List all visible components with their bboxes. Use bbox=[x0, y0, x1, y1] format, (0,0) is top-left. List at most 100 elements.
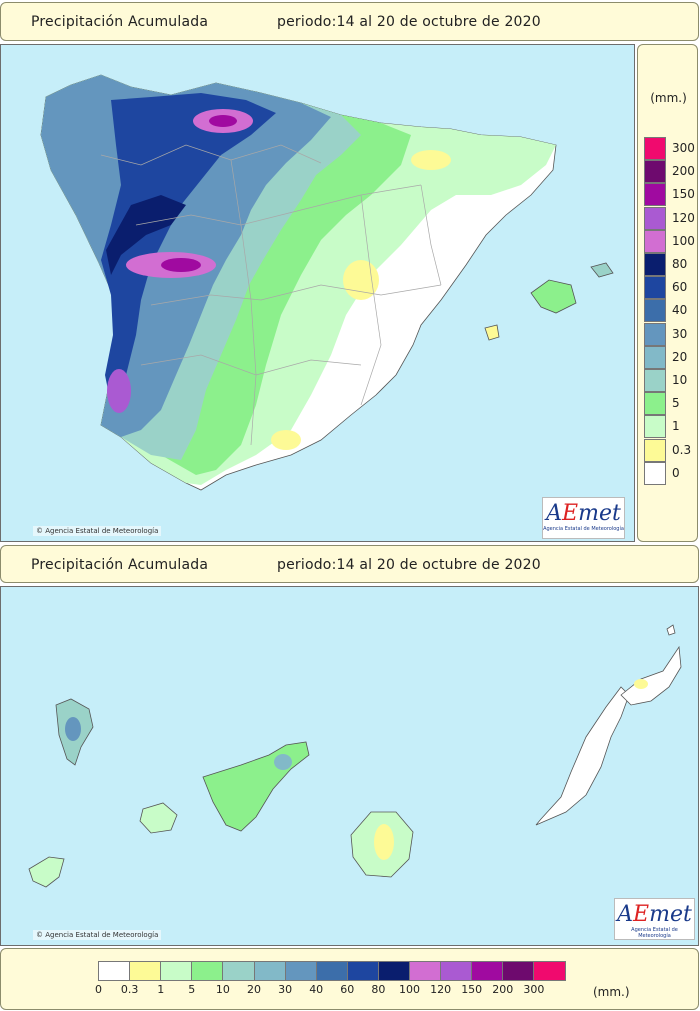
top-header-bar: Precipitación Acumulada periodo:14 al 20… bbox=[0, 2, 699, 41]
horizontal-legend-label-200: 200 bbox=[492, 983, 514, 996]
vertical-legend-label-30: 30 bbox=[672, 326, 688, 341]
horizontal-legend-label-1: 1 bbox=[157, 983, 165, 996]
horizontal-legend-label-150: 150 bbox=[461, 983, 483, 996]
top-map-title: Precipitación Acumulada bbox=[31, 14, 209, 30]
fuerteventura-island bbox=[535, 686, 630, 826]
horizontal-legend-label-80: 80 bbox=[371, 983, 386, 996]
copyright-symbol: © bbox=[36, 527, 43, 535]
horizontal-legend-label-20: 20 bbox=[247, 983, 261, 996]
vertical-legend-swatch-120 bbox=[644, 206, 666, 230]
tenerife-max-zone bbox=[274, 754, 292, 770]
la-palma-max-zone bbox=[65, 717, 81, 741]
precip-zone-0-3mm-3 bbox=[271, 430, 301, 450]
copyright-text-top: Agencia Estatal de Meteorología bbox=[45, 527, 159, 535]
vertical-legend-label-0.3: 0.3 bbox=[672, 442, 692, 457]
horizontal-legend-swatch-0.3 bbox=[129, 961, 163, 981]
vertical-legend-label-200: 200 bbox=[672, 164, 695, 179]
gran-canaria-dry-zone bbox=[374, 824, 394, 860]
tenerife-island bbox=[202, 741, 310, 832]
horizontal-legend-swatch-0 bbox=[98, 961, 131, 981]
el-hierro-island bbox=[28, 856, 65, 888]
vertical-legend-swatch-150 bbox=[644, 183, 666, 207]
horizontal-legend-swatch-60 bbox=[346, 961, 380, 981]
vertical-legend-label-300: 300 bbox=[672, 141, 695, 155]
copyright-notice-top: © Agencia Estatal de Meteorología bbox=[33, 526, 162, 536]
ibiza-island bbox=[484, 324, 500, 341]
horizontal-legend-label-30: 30 bbox=[278, 983, 293, 996]
mallorca-island bbox=[530, 279, 577, 314]
aemet-wordmark-top: AEmet bbox=[546, 501, 621, 526]
horizontal-legend-label-0: 0 bbox=[95, 983, 102, 996]
horizontal-legend-label-5: 5 bbox=[188, 983, 196, 996]
top-map-period: periodo:14 al 20 de octubre de 2020 bbox=[277, 14, 541, 30]
precip-max-central-core bbox=[161, 258, 201, 272]
peninsula-map: © Agencia Estatal de Meteorología AEmet … bbox=[0, 44, 635, 542]
vertical-legend-swatch-0 bbox=[644, 461, 666, 485]
horizontal-legend-swatch-30 bbox=[284, 961, 318, 981]
aemet-logo-top: AEmet Agencia Estatal de Meteorología bbox=[542, 497, 625, 539]
vertical-legend-swatch-300 bbox=[644, 137, 666, 160]
vertical-legend-label-40: 40 bbox=[672, 303, 688, 318]
horizontal-legend-swatch-5 bbox=[191, 961, 225, 981]
aemet-wordmark-bottom: AEmet bbox=[617, 902, 692, 927]
horizontal-legend-label-40: 40 bbox=[309, 983, 324, 996]
vertical-legend-swatch-1 bbox=[644, 415, 666, 439]
vertical-legend-unit: (mm.) bbox=[650, 91, 687, 105]
menorca-island bbox=[590, 262, 614, 278]
horizontal-legend-label-120: 120 bbox=[430, 983, 452, 996]
horizontal-legend: (mm.) 0 0.3 1 5 10 20 30 40 60 80 100 120 150 200 300 bbox=[0, 948, 699, 1010]
bottom-map-title: Precipitación Acumulada bbox=[31, 557, 209, 573]
vertical-legend-swatch-0.3 bbox=[644, 438, 666, 462]
vertical-legend-swatch-80 bbox=[644, 253, 666, 276]
precip-zone-80mm bbox=[106, 195, 186, 275]
vertical-legend-swatch-10 bbox=[644, 369, 666, 392]
vertical-legend-label-20: 20 bbox=[672, 349, 688, 364]
horizontal-legend-label-60: 60 bbox=[340, 983, 355, 996]
horizontal-legend-swatch-300 bbox=[533, 961, 567, 981]
copyright-symbol-bottom: © bbox=[36, 931, 43, 939]
vertical-legend-label-0: 0 bbox=[672, 465, 680, 480]
aemet-logo-bottom: AEmet Agencia Estatal de Meteorología bbox=[614, 898, 695, 940]
vertical-legend-swatch-5 bbox=[644, 392, 666, 416]
vertical-legend-swatch-30 bbox=[644, 322, 666, 346]
precip-zone-0-3mm-1 bbox=[411, 150, 451, 170]
vertical-legend-swatch-20 bbox=[644, 345, 666, 369]
vertical-legend-swatch-200 bbox=[644, 160, 666, 184]
copyright-notice-bottom: © Agencia Estatal de Meteorología bbox=[33, 930, 162, 940]
canary-islands-map: © Agencia Estatal de Meteorología AEmet … bbox=[0, 586, 699, 946]
horizontal-legend-label-0.3: 0.3 bbox=[120, 983, 139, 996]
vertical-legend-swatch-60 bbox=[644, 276, 666, 300]
copyright-text-bottom: Agencia Estatal de Meteorología bbox=[45, 931, 159, 939]
horizontal-legend-label-100: 100 bbox=[399, 983, 420, 996]
vertical-legend-label-80: 80 bbox=[672, 257, 688, 271]
aemet-logo-subtitle-bottom: Agencia Estatal de Meteorología bbox=[631, 927, 678, 939]
horizontal-legend-swatch-80 bbox=[377, 961, 411, 981]
horizontal-legend-swatch-1 bbox=[160, 961, 194, 981]
vertical-legend-label-1: 1 bbox=[672, 419, 680, 434]
horizontal-legend-swatch-120 bbox=[440, 961, 474, 981]
vertical-legend-label-5: 5 bbox=[672, 396, 680, 411]
la-graciosa-island bbox=[666, 624, 676, 636]
bottom-map-period: periodo:14 al 20 de octubre de 2020 bbox=[277, 557, 541, 573]
canary-islands-map-graphic bbox=[28, 624, 682, 888]
regional-borders bbox=[100, 144, 442, 446]
horizontal-legend-swatch-100 bbox=[409, 961, 442, 981]
horizontal-legend-swatch-200 bbox=[502, 961, 536, 981]
horizontal-legend-swatch-10 bbox=[222, 961, 256, 981]
vertical-legend-label-150: 150 bbox=[672, 187, 695, 202]
precip-max-cantabria-core bbox=[209, 115, 237, 127]
peninsula-map-graphic bbox=[40, 74, 614, 491]
vertical-legend-label-60: 60 bbox=[672, 280, 688, 295]
bottom-header-bar: Precipitación Acumulada periodo:14 al 20… bbox=[0, 545, 699, 583]
horizontal-legend-swatch-20 bbox=[253, 961, 287, 981]
horizontal-legend-label-300: 300 bbox=[523, 983, 545, 996]
horizontal-legend-swatch-150 bbox=[471, 961, 505, 981]
lanzarote-dry-zone bbox=[634, 679, 648, 689]
aemet-logo-subtitle-top: Agencia Estatal de Meteorología bbox=[543, 526, 624, 532]
vertical-legend-label-100: 100 bbox=[672, 233, 695, 248]
horizontal-legend-swatch-40 bbox=[315, 961, 349, 981]
vertical-legend: (mm.) 0 0.3 1 5 10 20 30 40 60 80 100 120 150 200 300 bbox=[637, 44, 698, 542]
vertical-legend-swatch-100 bbox=[644, 229, 666, 253]
vertical-legend-swatch-40 bbox=[644, 299, 666, 323]
horizontal-legend-unit: (mm.) bbox=[593, 985, 630, 999]
